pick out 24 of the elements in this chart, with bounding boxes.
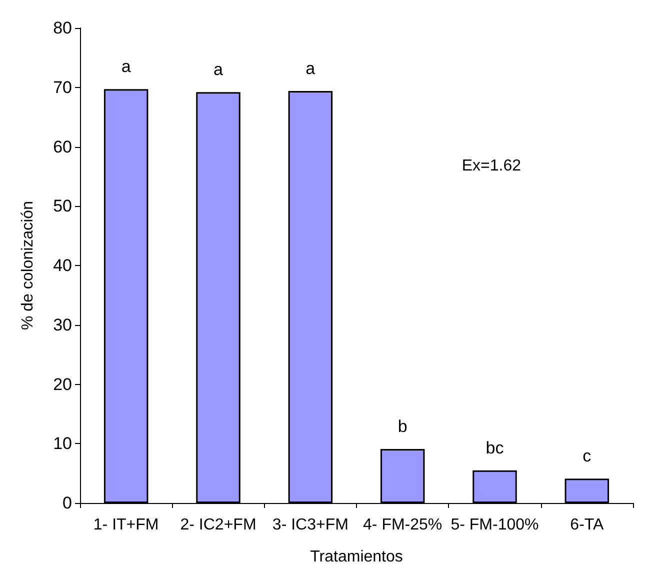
- y-tick-label: 20: [53, 374, 72, 394]
- y-tick-label: 50: [53, 196, 72, 216]
- annotation: a: [121, 57, 132, 76]
- x-tick-label: 6-TA: [570, 516, 604, 534]
- y-tick-label: 60: [53, 137, 72, 156]
- x-tick-label: 2- IC2+FM: [180, 516, 256, 534]
- y-tick-label: 30: [53, 315, 72, 334]
- x-axis-title: Tratamientos: [310, 548, 403, 566]
- annotation: b: [398, 416, 408, 436]
- y-tick-label: 0: [62, 494, 72, 512]
- annotation: bc: [486, 438, 504, 458]
- y-axis-title: % de colonización: [20, 201, 36, 330]
- y-tick-label: 70: [53, 78, 72, 97]
- annotation: c: [582, 446, 592, 466]
- x-tick-label: 4- FM-25%: [363, 516, 442, 534]
- annotation: Ex=1.62: [462, 158, 522, 174]
- y-tick-label: 10: [53, 434, 72, 454]
- x-tick-label: 3- IC3+FM: [272, 516, 348, 534]
- x-tick-label: 5- FM-100%: [450, 516, 539, 534]
- x-tick-label: 1- IT+FM: [93, 516, 159, 534]
- annotation: a: [306, 58, 316, 78]
- y-tick-label: 80: [53, 18, 72, 38]
- y-tick-label: 40: [53, 256, 72, 275]
- annotation: a: [214, 60, 224, 80]
